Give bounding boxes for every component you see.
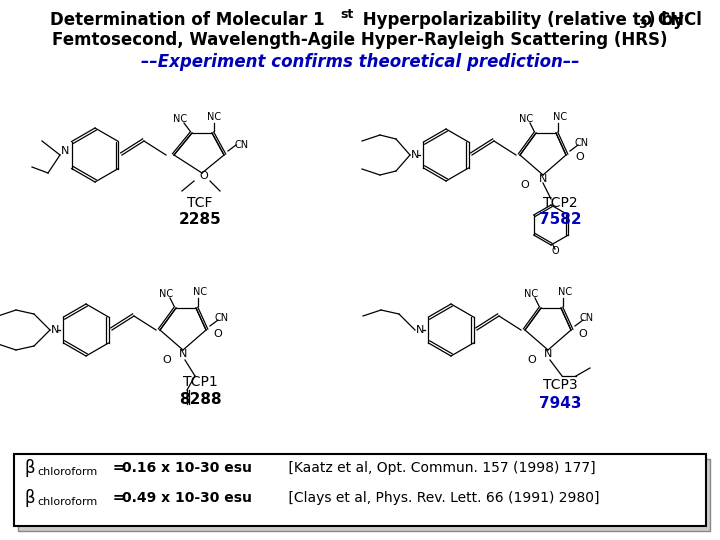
Text: NC: NC xyxy=(159,289,173,299)
Text: chloroform: chloroform xyxy=(37,467,97,477)
Text: =: = xyxy=(108,461,130,475)
Text: TCP1: TCP1 xyxy=(183,375,217,389)
Text: N: N xyxy=(179,349,187,359)
Text: O: O xyxy=(579,329,588,339)
Text: NC: NC xyxy=(558,287,572,297)
Text: CN: CN xyxy=(215,313,229,323)
Text: O: O xyxy=(163,355,171,365)
Text: CN: CN xyxy=(575,138,589,148)
Text: NC: NC xyxy=(519,114,533,124)
Text: N: N xyxy=(544,349,552,359)
Text: 0.49 x 10-30 esu: 0.49 x 10-30 esu xyxy=(122,491,252,505)
Text: N: N xyxy=(416,325,424,335)
Text: [Kaatz et al, Opt. Commun. 157 (1998) 177]: [Kaatz et al, Opt. Commun. 157 (1998) 17… xyxy=(284,461,595,475)
Text: ––Experiment confirms theoretical prediction––: ––Experiment confirms theoretical predic… xyxy=(140,53,580,71)
Text: N: N xyxy=(60,146,69,156)
Text: Hyperpolarizability (relative to CHCl: Hyperpolarizability (relative to CHCl xyxy=(357,11,702,29)
Text: TCP2: TCP2 xyxy=(543,196,577,210)
Text: TCP3: TCP3 xyxy=(543,378,577,392)
Text: NC: NC xyxy=(524,289,538,299)
Text: N: N xyxy=(411,150,419,160)
Text: β: β xyxy=(25,489,35,507)
Text: chloroform: chloroform xyxy=(37,497,97,507)
Text: ) by: ) by xyxy=(648,11,684,29)
Text: O: O xyxy=(552,246,559,256)
Text: 0.16 x 10-30 esu: 0.16 x 10-30 esu xyxy=(122,461,252,475)
Text: Determination of Molecular 1: Determination of Molecular 1 xyxy=(50,11,325,29)
Text: CN: CN xyxy=(235,140,249,150)
Text: 7582: 7582 xyxy=(539,213,581,227)
Text: O: O xyxy=(528,355,536,365)
Text: NC: NC xyxy=(173,114,187,124)
Text: 2285: 2285 xyxy=(179,213,221,227)
Text: 8288: 8288 xyxy=(179,393,221,408)
Text: CN: CN xyxy=(580,313,594,323)
Text: NC: NC xyxy=(207,112,221,122)
Text: TCF: TCF xyxy=(187,196,212,210)
Text: 7943: 7943 xyxy=(539,395,581,410)
Text: NC: NC xyxy=(553,112,567,122)
Text: O: O xyxy=(575,152,585,162)
Text: O: O xyxy=(199,171,208,181)
Text: N: N xyxy=(51,325,59,335)
Text: =: = xyxy=(108,491,130,505)
Text: 3: 3 xyxy=(638,18,647,31)
Text: [Clays et al, Phys. Rev. Lett. 66 (1991) 2980]: [Clays et al, Phys. Rev. Lett. 66 (1991)… xyxy=(284,491,600,505)
Text: β: β xyxy=(25,459,35,477)
Text: NC: NC xyxy=(193,287,207,297)
Bar xyxy=(18,459,710,531)
Bar xyxy=(14,454,706,526)
Text: N: N xyxy=(539,174,547,184)
Text: Femtosecond, Wavelength-Agile Hyper-Rayleigh Scattering (HRS): Femtosecond, Wavelength-Agile Hyper-Rayl… xyxy=(53,31,667,49)
Text: O: O xyxy=(214,329,222,339)
Text: O: O xyxy=(521,180,529,190)
Text: st: st xyxy=(340,8,354,21)
